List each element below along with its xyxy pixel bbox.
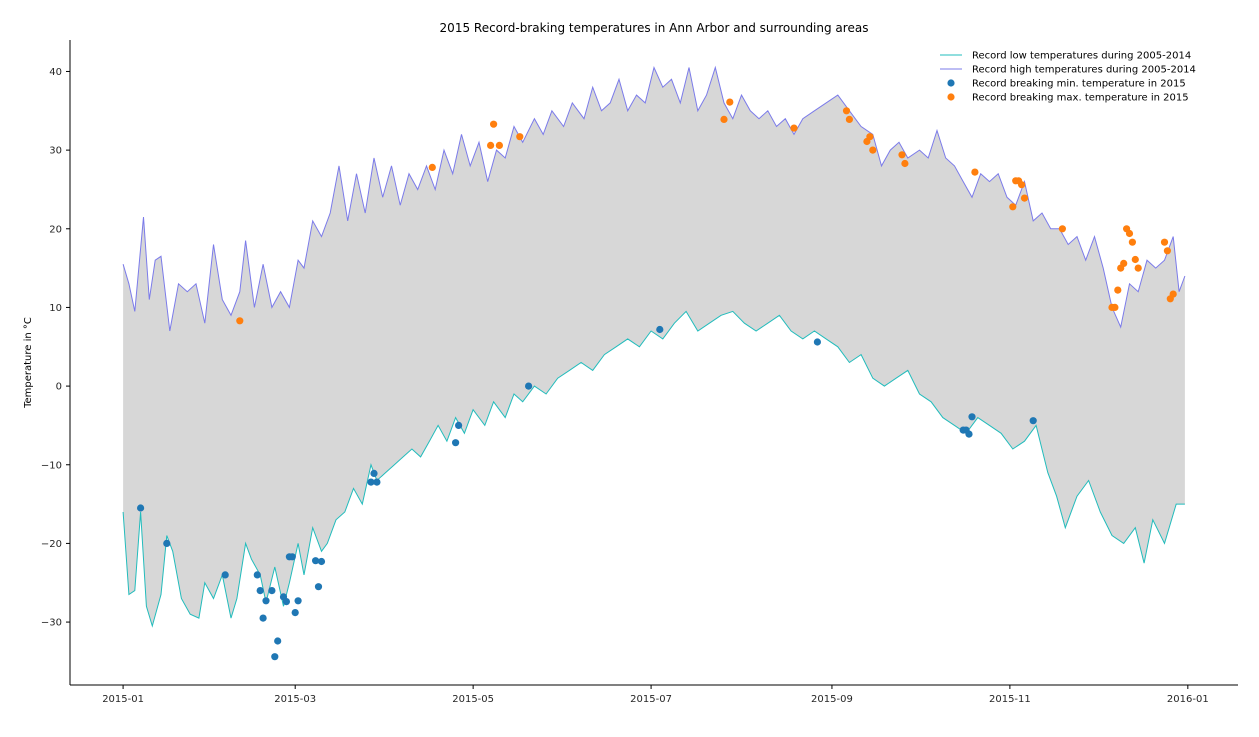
record-min-point (282, 598, 290, 606)
y-tick-label: 0 (56, 382, 62, 393)
record-min-point (373, 478, 381, 486)
record-max-point (1125, 229, 1134, 238)
y-tick-label: −20 (41, 539, 62, 550)
x-tick-label: 2015-09 (811, 694, 853, 705)
record-low-line (122, 310, 1185, 628)
axes-layer: −30 −20 −10 0 10 20 30 40 2015-01 2015-03 2015-05 2… (41, 40, 1238, 705)
record-range-fill (123, 67, 1185, 626)
record-max-point (866, 133, 874, 141)
record-max-point (1018, 181, 1026, 189)
legend-label: Record low temperatures during 2005-2014 (972, 51, 1191, 62)
record-max-point (726, 98, 734, 106)
record-max-point (516, 133, 524, 141)
y-tick-label: 30 (49, 146, 62, 157)
record-min-point (367, 478, 375, 486)
record-breaking-points-layer (137, 98, 1177, 661)
record-min-point (1029, 417, 1037, 425)
record-max-point (869, 146, 877, 154)
record-max-point (487, 141, 495, 149)
record-max-point (490, 120, 498, 128)
record-max-point (1009, 203, 1017, 211)
record-range-fill-layer (123, 67, 1185, 626)
record-min-point (314, 583, 323, 591)
record-min-point (288, 553, 296, 561)
record-max-point (1134, 264, 1142, 272)
record-min-point (262, 597, 270, 605)
record-min-point (137, 504, 145, 512)
record-max-point (790, 124, 798, 132)
x-tick-label: 2015-03 (274, 694, 316, 705)
record-min-point (259, 614, 267, 622)
record-min-point (370, 469, 378, 477)
x-tick-label: 2015-11 (989, 694, 1031, 705)
legend-marker-swatch (947, 79, 955, 87)
record-min-point (291, 609, 299, 617)
record-min-point (968, 413, 976, 421)
x-tick-label: 2015-07 (630, 694, 672, 705)
record-min-point (221, 571, 229, 579)
record-max-point (495, 141, 503, 149)
record-max-point (1163, 247, 1171, 255)
y-tick-label: 10 (49, 303, 62, 314)
chart-title: 2015 Record-braking temperatures in Ann … (440, 21, 869, 35)
record-min-point (965, 430, 973, 438)
record-max-point (971, 168, 979, 176)
record-max-point (1120, 259, 1128, 267)
record-max-point (720, 115, 728, 123)
record-max-point (1111, 303, 1119, 311)
legend-marker-swatch (947, 93, 955, 101)
record-max-point (1058, 225, 1066, 233)
x-tick-label: 2015-01 (102, 694, 144, 705)
y-tick-label: 20 (49, 224, 62, 235)
record-max-point (1169, 290, 1177, 298)
y-tick-label: 40 (49, 67, 62, 78)
record-min-point (253, 571, 261, 579)
record-max-point (1131, 255, 1139, 264)
y-axis-label: Temperature in °C (23, 317, 34, 409)
record-max-point (1020, 194, 1029, 202)
record-max-point (898, 151, 906, 159)
record-min-point (271, 653, 279, 661)
x-tick-label: 2016-01 (1167, 694, 1209, 705)
record-min-point (274, 637, 282, 645)
record-min-point (317, 557, 326, 566)
record-min-point (656, 325, 664, 334)
record-max-point (845, 115, 854, 123)
record-max-point (1160, 238, 1169, 246)
record-max-point (842, 107, 851, 115)
record-max-point (1114, 286, 1122, 294)
legend-label: Record breaking min. temperature in 2015 (972, 79, 1186, 90)
record-max-point (1128, 238, 1136, 246)
record-min-point (813, 338, 822, 346)
record-min-point (294, 597, 302, 605)
legend-label: Record breaking max. temperature in 2015 (972, 93, 1189, 104)
x-tick-label: 2015-05 (452, 694, 494, 705)
record-min-point (163, 539, 171, 548)
record-min-point (312, 557, 320, 565)
record-max-point (236, 317, 244, 325)
record-min-point (455, 421, 463, 429)
record-min-point (525, 382, 533, 390)
record-max-point (428, 163, 436, 171)
y-tick-label: −30 (41, 618, 62, 629)
record-min-point (452, 439, 460, 447)
record-min-point (256, 587, 264, 595)
legend-label: Record high temperatures during 2005-201… (972, 65, 1196, 76)
record-min-point (268, 587, 276, 595)
y-tick-label: −10 (41, 460, 62, 471)
record-max-point (901, 159, 909, 168)
legend: Record low temperatures during 2005-2014… (940, 51, 1196, 104)
